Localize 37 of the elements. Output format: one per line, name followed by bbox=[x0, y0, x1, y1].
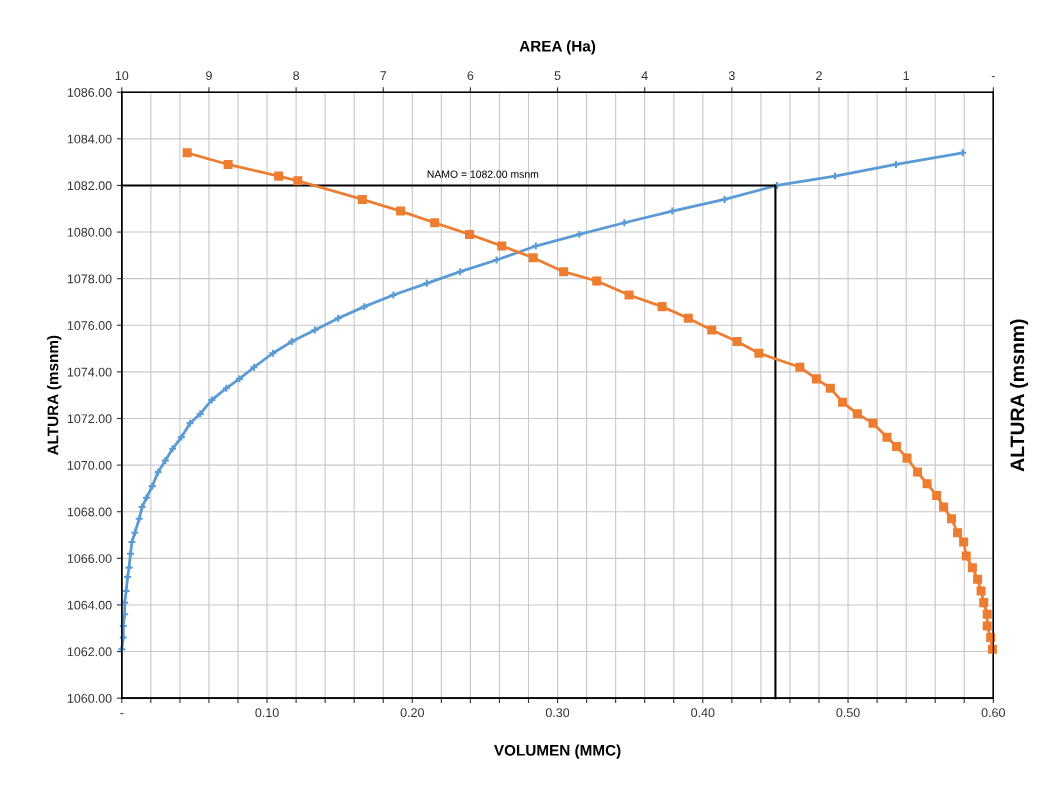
x-tick-label: 0.30 bbox=[545, 708, 570, 718]
x-tick-label: 0.10 bbox=[255, 708, 279, 718]
x2-tick-label: 2 bbox=[816, 71, 822, 80]
y2-axis-title: ALTURA (msnm) bbox=[1009, 319, 1029, 472]
x2-tick-label: 7 bbox=[380, 71, 387, 80]
x2-tick-label: 6 bbox=[467, 71, 474, 81]
x-tick-label: 0.60 bbox=[981, 708, 1005, 718]
y-tick-label: 1082.00 bbox=[67, 181, 112, 191]
y-tick-label: 1076.00 bbox=[67, 321, 112, 330]
y-axis-title: ALTURA (msnm) bbox=[47, 335, 62, 456]
y-tick-label: 1084.00 bbox=[67, 134, 112, 144]
x2-tick-label: 4 bbox=[641, 71, 648, 80]
x2-tick-label: 1 bbox=[903, 71, 910, 80]
x-axis-title: VOLUMEN (MMC) bbox=[494, 744, 621, 759]
x-tick-label: 0.50 bbox=[836, 708, 860, 718]
y-tick-label: 1080.00 bbox=[67, 227, 112, 237]
x-tick-label: 0.20 bbox=[400, 708, 424, 718]
x2-tick-label: 3 bbox=[728, 71, 735, 81]
x2-tick-label: 9 bbox=[206, 71, 212, 81]
x2-axis-title: AREA (Ha) bbox=[519, 40, 596, 55]
x2-tick-label: - bbox=[991, 76, 995, 78]
y-tick-label: 1060.00 bbox=[67, 693, 112, 703]
x2-tick-label: 5 bbox=[554, 71, 561, 81]
y-tick-label: 1072.00 bbox=[67, 414, 112, 424]
x-tick-label: - bbox=[120, 713, 124, 715]
x2-tick-label: 8 bbox=[293, 71, 300, 81]
annotation: NAMO = 1082.00 msnm bbox=[427, 170, 539, 178]
y-tick-label: 1070.00 bbox=[67, 460, 112, 470]
y-tick-label: 1066.00 bbox=[67, 554, 112, 563]
x2-tick-label: 10 bbox=[115, 71, 129, 81]
y-tick-label: 1064.00 bbox=[67, 600, 112, 610]
y-tick-label: 1074.00 bbox=[67, 367, 112, 377]
x-tick-label: 0.40 bbox=[691, 708, 715, 718]
y-tick-label: 1068.00 bbox=[67, 507, 112, 517]
y-tick-label: 1078.00 bbox=[67, 274, 112, 284]
y-tick-label: 1062.00 bbox=[67, 647, 112, 657]
y-tick-label: 1086.00 bbox=[67, 88, 112, 97]
